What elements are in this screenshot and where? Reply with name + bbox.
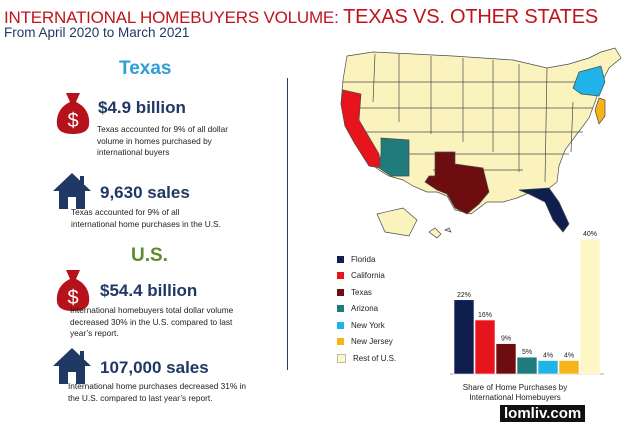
title-part-2: TEXAS VS. OTHER STATES — [343, 6, 599, 28]
map-new-york — [572, 65, 606, 97]
legend-swatch — [337, 255, 344, 263]
chart-legend: Florida California Texas Arizona New York New… — [337, 251, 396, 367]
bar — [474, 319, 496, 375]
house-icon — [53, 173, 91, 209]
legend-swatch — [337, 305, 344, 313]
legend-label: California — [351, 271, 385, 281]
map-california — [340, 89, 382, 169]
legend-swatch — [337, 353, 346, 363]
legend-swatch — [337, 321, 344, 329]
bar — [516, 356, 538, 375]
svg-text:$: $ — [67, 287, 78, 309]
us-heading: U.S. — [131, 245, 168, 266]
bar-value-label: 5% — [522, 349, 532, 356]
section-divider — [287, 78, 288, 370]
legend-item: New York — [337, 317, 396, 334]
map-arizona — [378, 137, 410, 177]
us-sales-text: International home purchases decreased 3… — [68, 381, 247, 403]
legend-swatch — [337, 288, 344, 296]
money-bag-icon: $ — [56, 93, 90, 134]
legend-label: New York — [351, 320, 385, 330]
bar-value-label: 4% — [543, 353, 553, 360]
house-icon — [53, 348, 91, 384]
title-part-1: INTERNATIONAL HOMEBUYERS VOLUME: — [4, 8, 344, 27]
legend-item: Rest of U.S. — [337, 350, 396, 367]
bar — [558, 360, 580, 375]
bar-value-label: 16% — [478, 312, 492, 319]
texas-dollar-text: Texas accounted for 9% of all dollar vol… — [97, 124, 247, 159]
legend-item: California — [337, 268, 396, 285]
legend-label: Texas — [351, 287, 372, 297]
bar — [495, 343, 517, 375]
share-bar-chart: 22% 16% 9% 5% 4% 4% 40% — [450, 231, 604, 375]
texas-dollar-text-content: Texas accounted for 9% of all dollar vol… — [97, 124, 228, 157]
bar — [453, 299, 475, 375]
us-map — [340, 47, 622, 239]
bar-value-label: 9% — [501, 336, 511, 343]
us-dollar-value: $54.4 billion — [100, 281, 198, 300]
legend-swatch — [337, 272, 344, 280]
watermark-text: lomliv.com — [500, 405, 586, 422]
legend-label: New Jersey — [351, 337, 393, 347]
bar-value-label: 22% — [457, 292, 471, 299]
legend-item: Florida — [337, 251, 396, 268]
map-new-jersey — [594, 97, 606, 125]
bar — [537, 360, 559, 375]
map-texas — [424, 151, 490, 215]
legend-item: Texas — [337, 284, 396, 301]
page-title: INTERNATIONAL HOMEBUYERS VOLUME: TEXAS V… — [4, 6, 598, 29]
texas-sales-value: 9,630 sales — [100, 183, 190, 202]
page-subtitle: From April 2020 to March 2021 — [4, 25, 190, 40]
legend-label: Rest of U.S. — [353, 353, 397, 363]
us-dollar-text: International homebuyers total dollar vo… — [70, 305, 234, 338]
legend-item: New Jersey — [337, 334, 396, 351]
legend-swatch — [337, 338, 344, 346]
map-florida — [518, 187, 570, 233]
legend-label: Arizona — [351, 304, 379, 314]
money-bag-icon: $ — [56, 270, 90, 311]
svg-text:$: $ — [67, 110, 78, 132]
us-sales-value: 107,000 sales — [100, 358, 209, 377]
legend-item: Arizona — [337, 301, 396, 318]
bar-value-label: 4% — [564, 353, 574, 360]
chart-caption: Share of Home Purchases by International… — [462, 383, 568, 402]
legend-label: Florida — [351, 254, 376, 264]
bar-value-label: 40% — [583, 231, 597, 238]
texas-dollar-value: $4.9 billion — [98, 98, 186, 117]
bar — [579, 238, 601, 375]
texas-heading: Texas — [119, 58, 172, 79]
texas-sales-text: Texas accounted for 9% of all internatio… — [71, 207, 221, 229]
